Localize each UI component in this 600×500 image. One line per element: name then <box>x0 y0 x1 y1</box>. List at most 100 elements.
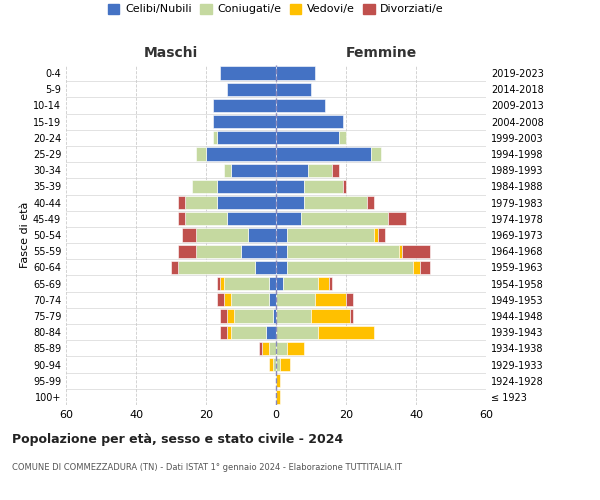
Bar <box>248 228 276 241</box>
Bar <box>185 212 227 226</box>
Bar <box>217 180 276 193</box>
Bar <box>213 131 217 144</box>
Bar <box>217 293 223 306</box>
Bar <box>206 148 276 160</box>
Bar <box>217 277 220 290</box>
Bar <box>318 326 374 339</box>
Bar <box>287 244 398 258</box>
Bar <box>241 244 276 258</box>
Bar <box>213 99 276 112</box>
Bar <box>339 131 346 144</box>
Text: COMUNE DI COMMEZZADURA (TN) - Dati ISTAT 1° gennaio 2024 - Elaborazione TUTTITAL: COMUNE DI COMMEZZADURA (TN) - Dati ISTAT… <box>12 462 402 471</box>
Bar <box>196 244 241 258</box>
Bar <box>332 164 339 177</box>
Bar <box>269 342 276 355</box>
Bar <box>269 277 276 290</box>
Bar <box>343 180 346 193</box>
Bar <box>227 82 276 96</box>
Bar <box>230 164 276 177</box>
Bar <box>220 277 223 290</box>
Bar <box>227 310 234 322</box>
Bar <box>220 310 227 322</box>
Text: Femmine: Femmine <box>346 46 416 60</box>
Bar <box>276 390 280 404</box>
Bar <box>217 196 276 209</box>
Bar <box>419 260 430 274</box>
Bar <box>223 164 230 177</box>
Bar <box>318 277 329 290</box>
Bar <box>276 148 371 160</box>
Bar <box>304 196 367 209</box>
Bar <box>269 293 276 306</box>
Bar <box>223 277 269 290</box>
Bar <box>223 293 230 306</box>
Bar <box>276 342 287 355</box>
Bar <box>262 342 269 355</box>
Bar <box>371 148 381 160</box>
Bar <box>367 196 374 209</box>
Bar <box>276 277 283 290</box>
Legend: Celibi/Nubili, Coniugati/e, Vedovi/e, Divorziati/e: Celibi/Nubili, Coniugati/e, Vedovi/e, Di… <box>104 0 448 19</box>
Bar <box>272 358 276 371</box>
Bar <box>276 358 280 371</box>
Bar <box>329 277 332 290</box>
Bar <box>171 260 178 274</box>
Bar <box>178 260 255 274</box>
Bar <box>283 277 318 290</box>
Bar <box>230 326 265 339</box>
Bar <box>265 326 276 339</box>
Bar <box>269 358 272 371</box>
Y-axis label: Fasce di età: Fasce di età <box>20 202 30 268</box>
Bar <box>196 148 206 160</box>
Bar <box>276 115 343 128</box>
Bar <box>349 310 353 322</box>
Text: Popolazione per età, sesso e stato civile - 2024: Popolazione per età, sesso e stato civil… <box>12 432 343 446</box>
Bar <box>276 326 318 339</box>
Bar <box>377 228 385 241</box>
Bar <box>402 244 430 258</box>
Bar <box>388 212 406 226</box>
Bar <box>213 115 276 128</box>
Bar <box>192 180 217 193</box>
Bar <box>287 260 413 274</box>
Bar <box>185 196 217 209</box>
Bar <box>287 342 304 355</box>
Bar <box>311 310 349 322</box>
Bar <box>276 180 304 193</box>
Bar <box>227 326 230 339</box>
Bar <box>178 212 185 226</box>
Bar <box>220 326 227 339</box>
Bar <box>287 228 374 241</box>
Bar <box>304 180 343 193</box>
Text: Maschi: Maschi <box>144 46 198 60</box>
Bar <box>196 228 248 241</box>
Bar <box>276 82 311 96</box>
Bar <box>182 228 196 241</box>
Bar <box>217 131 276 144</box>
Bar <box>227 212 276 226</box>
Bar <box>178 196 185 209</box>
Bar <box>314 293 346 306</box>
Bar <box>276 212 301 226</box>
Bar <box>308 164 332 177</box>
Bar <box>276 374 280 388</box>
Bar <box>276 131 339 144</box>
Bar <box>259 342 262 355</box>
Bar <box>346 293 353 306</box>
Bar <box>276 66 314 80</box>
Bar <box>255 260 276 274</box>
Bar <box>178 244 196 258</box>
Bar <box>234 310 272 322</box>
Bar <box>280 358 290 371</box>
Bar <box>276 244 287 258</box>
Bar <box>276 228 287 241</box>
Bar <box>276 164 308 177</box>
Bar <box>220 66 276 80</box>
Bar <box>276 196 304 209</box>
Bar <box>276 99 325 112</box>
Bar <box>301 212 388 226</box>
Bar <box>374 228 377 241</box>
Bar <box>276 310 311 322</box>
Bar <box>276 260 287 274</box>
Bar <box>413 260 419 274</box>
